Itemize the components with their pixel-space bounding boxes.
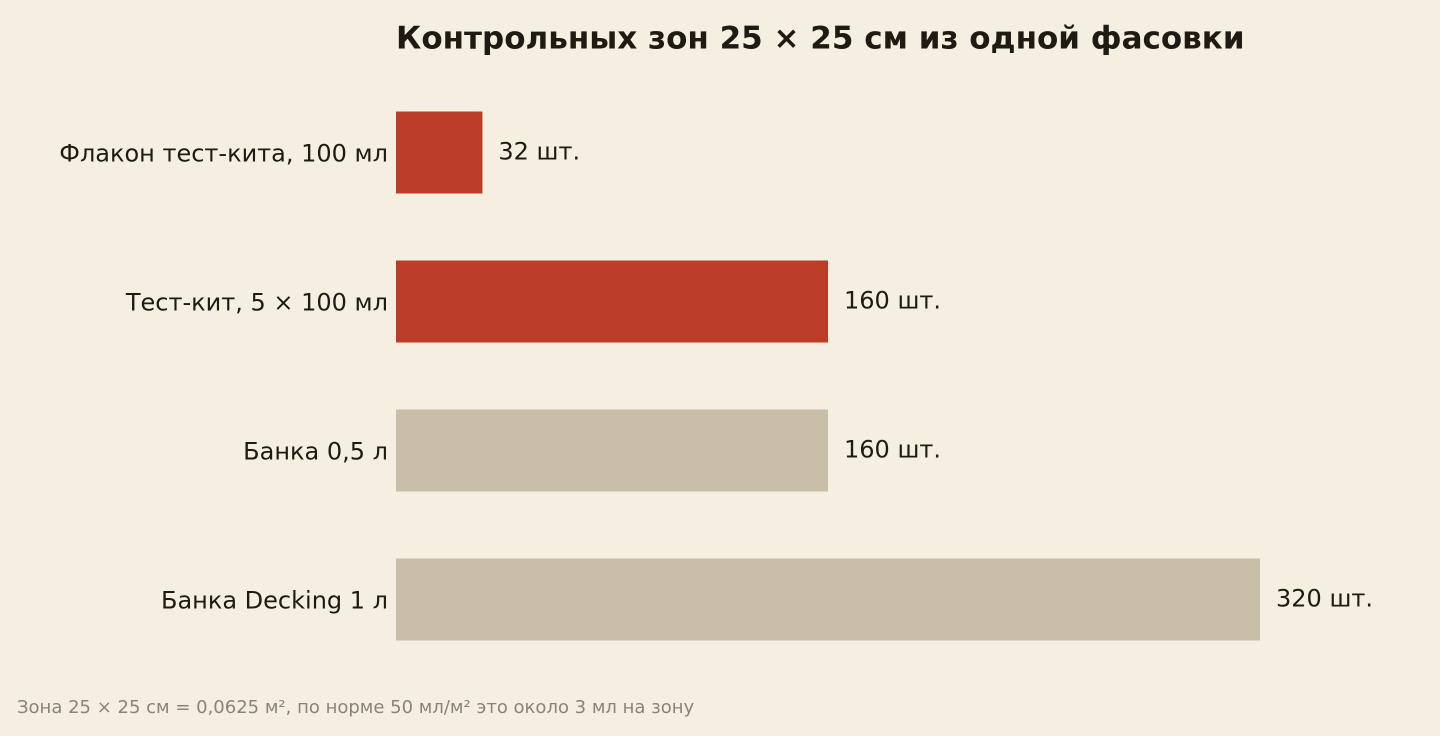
category-label: Тест-кит, 5 × 100 мл <box>125 289 388 317</box>
value-label: 320 шт. <box>1276 585 1373 613</box>
value-label: 160 шт. <box>844 436 941 464</box>
bar <box>396 260 828 343</box>
category-label: Банка 0,5 л <box>243 438 388 466</box>
chart-title: Контрольных зон 25 × 25 см из одной фасо… <box>396 21 1245 57</box>
category-label: Флакон тест-кита, 100 мл <box>59 140 388 168</box>
category-label: Банка Decking 1 л <box>161 587 388 615</box>
bar <box>396 111 483 194</box>
footnote: Зона 25 × 25 см = 0,0625 м², по норме 50… <box>17 697 695 718</box>
bar <box>396 409 828 492</box>
value-label: 32 шт. <box>498 138 580 166</box>
value-label: 160 шт. <box>844 287 941 315</box>
bar <box>396 558 1260 641</box>
